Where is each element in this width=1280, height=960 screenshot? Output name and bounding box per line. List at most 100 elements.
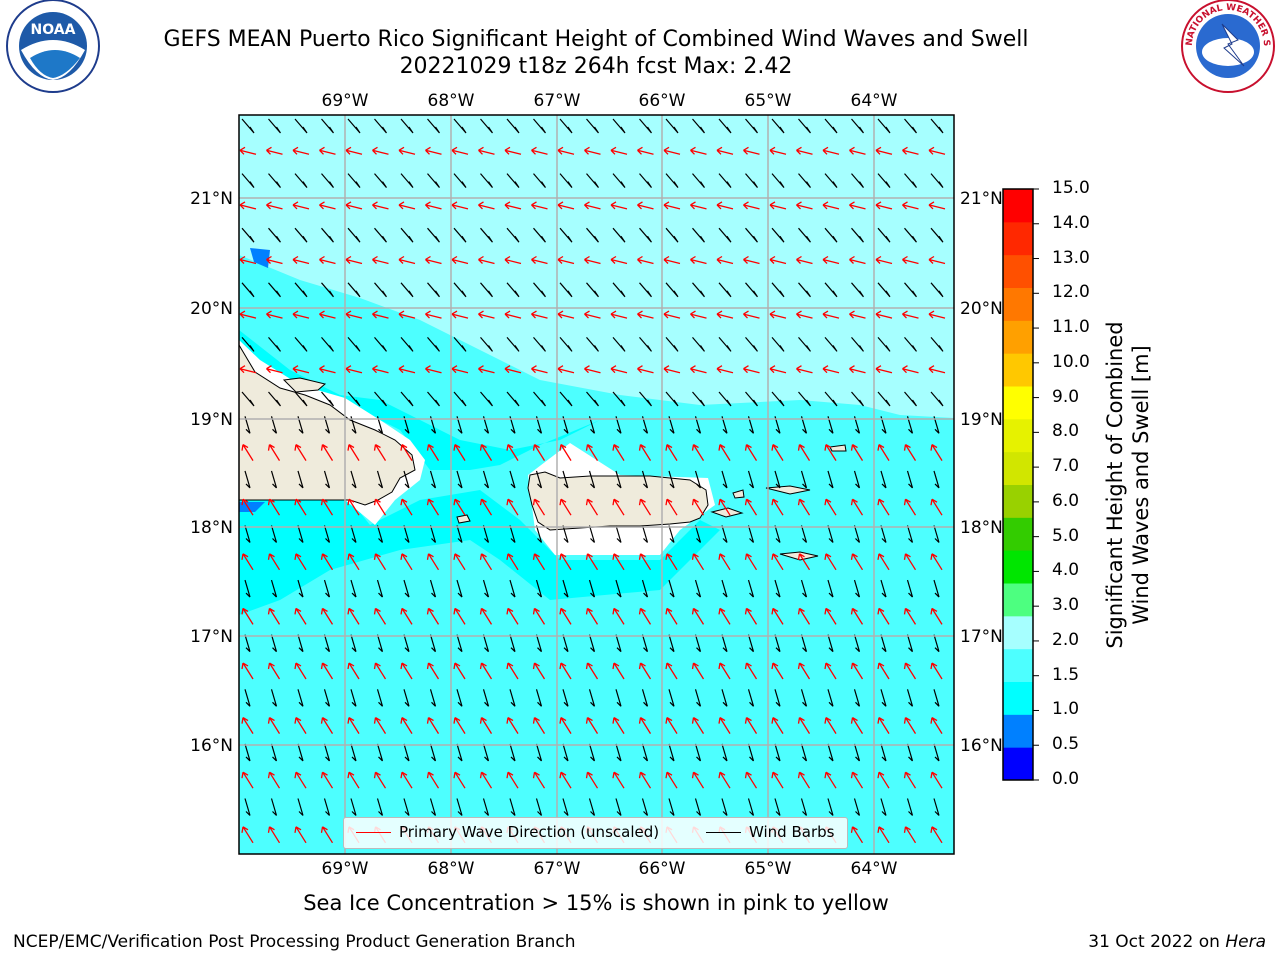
wind-barb: [586, 227, 599, 243]
wave-direction-arrow: [400, 444, 413, 461]
wind-barb: [270, 525, 278, 543]
wave-direction-arrow: [771, 553, 784, 571]
wave-direction-arrow: [531, 255, 548, 265]
wave-direction-arrow: [451, 201, 469, 210]
wind-barb: [456, 579, 463, 598]
wind-barb: [400, 173, 414, 188]
wave-direction-arrow: [822, 310, 840, 319]
wave-direction-arrow: [663, 146, 681, 155]
wind-barb: [877, 227, 891, 243]
wind-barb: [241, 118, 255, 134]
wind-barb: [376, 579, 384, 598]
wind-barb: [374, 118, 387, 134]
wave-direction-arrow: [559, 717, 572, 734]
wave-direction-arrow: [612, 771, 625, 789]
wind-barb: [244, 525, 251, 543]
wave-direction-arrow: [241, 444, 254, 461]
wave-direction-arrow: [849, 365, 866, 374]
wind-barb: [877, 118, 891, 134]
wind-barb: [721, 798, 728, 816]
wind-barb: [771, 173, 785, 188]
wind-barb: [374, 282, 387, 298]
wind-barb: [930, 391, 944, 407]
wind-barb: [851, 173, 864, 188]
colorbar-tick-label: 10.0: [1052, 351, 1090, 372]
wind-barb: [241, 227, 255, 243]
lat-label-left-21: 21°N: [190, 189, 233, 209]
wind-barb: [427, 282, 440, 298]
wave-direction-arrow: [294, 553, 307, 571]
wind-barb: [482, 579, 490, 598]
wind-barb: [771, 337, 785, 352]
wind-barb: [374, 227, 387, 243]
wind-barb: [294, 391, 308, 407]
wave-direction-arrow: [877, 826, 890, 844]
wind-barb: [480, 173, 493, 188]
wave-direction-arrow: [850, 826, 864, 844]
colorbar-swatch: [1003, 287, 1033, 321]
wave-direction-arrow: [479, 662, 493, 680]
wind-barb: [745, 282, 758, 298]
colorbar-label-line1: Significant Height of Combined: [1103, 321, 1127, 649]
wind-barb: [904, 391, 917, 407]
wind-barb: [877, 282, 891, 298]
wind-barb: [588, 525, 596, 543]
wind-barb: [268, 173, 281, 188]
wind-barb: [562, 634, 569, 653]
wave-direction-arrow: [292, 365, 310, 374]
wave-direction-arrow: [928, 365, 946, 374]
wind-barb: [851, 337, 864, 352]
wind-barb: [641, 689, 649, 707]
wind-barb: [347, 173, 361, 188]
lon-label-top-65: 65°W: [745, 91, 792, 111]
wave-direction-arrow: [319, 310, 336, 319]
wind-barb: [721, 634, 728, 653]
wind-barb: [482, 798, 490, 816]
wind-barb: [427, 227, 440, 243]
wind-barb: [562, 470, 569, 489]
wave-direction-arrow: [743, 365, 760, 374]
wind-barb: [827, 689, 834, 707]
wave-direction-arrow: [928, 201, 946, 210]
colorbar-swatch: [1003, 386, 1033, 420]
wave-direction-arrow: [347, 607, 360, 625]
wind-barb: [827, 470, 834, 489]
wave-direction-arrow: [691, 444, 705, 461]
wind-barb: [403, 689, 410, 707]
wave-direction-arrow: [426, 717, 440, 734]
lon-label-top-64: 64°W: [851, 91, 898, 111]
wave-direction-arrow: [345, 201, 363, 210]
wind-barb: [904, 282, 917, 298]
wave-direction-arrow: [451, 365, 469, 374]
wind-barb: [692, 173, 705, 188]
wind-barb: [639, 337, 652, 352]
wind-barb: [774, 579, 781, 598]
wind-barb: [615, 525, 622, 543]
wind-barb: [665, 118, 679, 134]
wave-hotspot-west: [239, 502, 265, 512]
wind-barb: [694, 525, 702, 543]
wind-barb: [244, 579, 251, 598]
wind-barb: [800, 579, 808, 598]
wave-direction-arrow: [267, 771, 281, 789]
wind-barb: [270, 743, 278, 762]
wave-direction-arrow: [532, 607, 546, 625]
wind-barb: [745, 118, 758, 134]
wave-direction-arrow: [347, 717, 360, 734]
lon-label-top-67: 67°W: [534, 91, 581, 111]
wind-barb: [904, 173, 917, 188]
wave-direction-arrow: [638, 498, 652, 516]
colorbar-tick-label: 9.0: [1052, 386, 1080, 407]
wave-direction-arrow: [241, 498, 254, 516]
wind-barb: [268, 391, 281, 407]
wind-barb: [429, 525, 437, 543]
wind-barb: [586, 173, 599, 188]
wave-direction-arrow: [320, 662, 334, 680]
wind-barb: [323, 743, 331, 762]
wave-direction-arrow: [718, 444, 731, 461]
wind-barb: [827, 798, 834, 816]
wind-barb: [771, 118, 785, 134]
wind-barb: [665, 391, 679, 407]
wave-direction-arrow: [400, 662, 413, 680]
wind-barb: [824, 173, 838, 188]
